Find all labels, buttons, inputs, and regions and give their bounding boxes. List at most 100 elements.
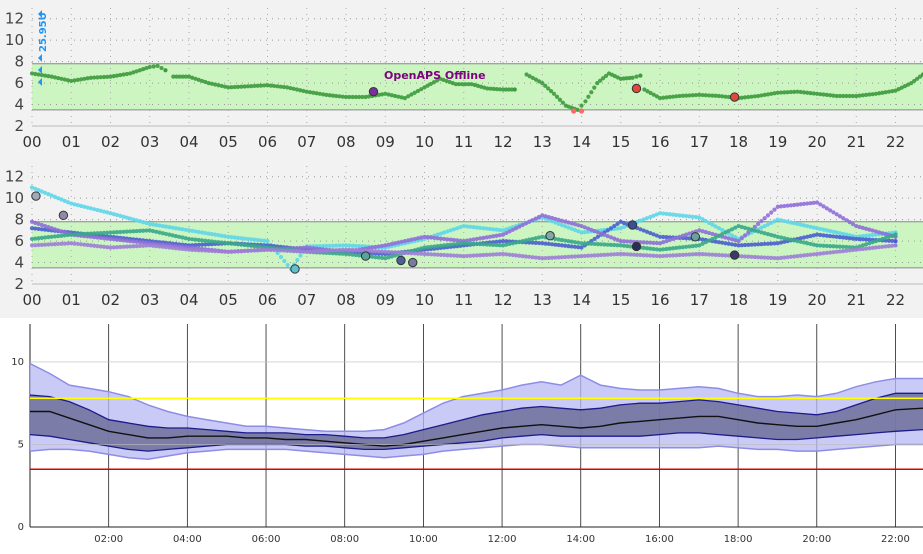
glucose-point xyxy=(733,242,738,247)
x-tick-label: 06 xyxy=(258,291,277,309)
glucose-point xyxy=(268,247,273,252)
glucose-point xyxy=(752,224,757,229)
glucose-point xyxy=(785,90,790,95)
treatment-marker[interactable] xyxy=(368,86,379,97)
glucose-point xyxy=(409,237,414,242)
x-tick-label: 01 xyxy=(62,291,81,309)
glucose-point xyxy=(736,238,741,244)
glucose-point xyxy=(788,237,793,242)
glucose-point xyxy=(92,243,97,248)
glucose-point xyxy=(808,91,813,96)
glucose-point xyxy=(572,227,578,233)
glucose-point xyxy=(105,236,110,241)
overlay-glucose-chart[interactable]: 2 4 6 8 10 12 00 01 02 03 04 05 06 07 08 09 10 11 12 13 14 15… xyxy=(0,158,923,318)
treatment-marker[interactable] xyxy=(31,191,41,201)
glucose-point xyxy=(548,89,554,94)
glucose-point xyxy=(164,224,169,229)
glucose-point xyxy=(785,219,790,224)
glucose-point xyxy=(687,236,692,241)
glucose-point xyxy=(154,229,159,234)
glucose-point xyxy=(442,230,447,235)
treatment-marker[interactable] xyxy=(729,92,740,102)
treatment-marker[interactable] xyxy=(58,210,69,221)
glucose-point xyxy=(150,243,156,248)
glucose-point xyxy=(42,227,48,232)
glucose-point xyxy=(406,238,411,243)
glucose-point xyxy=(674,245,679,250)
glucose-point xyxy=(36,72,41,77)
p75-line xyxy=(29,392,923,439)
daily-glucose-panel: 2 4 6 8 10 12 00 01 02 03 04 05 06 07 08 09 10 11 12 13 14 15… xyxy=(0,0,923,158)
glucose-point xyxy=(245,236,250,242)
glucose-point xyxy=(759,218,764,224)
glucose-point xyxy=(101,244,107,249)
glucose-point xyxy=(644,229,650,234)
glucose-point xyxy=(321,243,326,249)
glucose-point xyxy=(880,244,885,249)
glucose-point xyxy=(769,255,774,260)
glucose-point xyxy=(226,234,231,239)
glucose-point xyxy=(824,92,829,97)
daily-glucose-chart[interactable]: 2 4 6 8 10 12 00 01 02 03 04 05 06 07 08 09 10 11 12 13 14 15… xyxy=(0,0,923,158)
glucose-point xyxy=(657,211,663,216)
glucose-point xyxy=(343,251,349,257)
glucose-point xyxy=(517,253,522,258)
treatment-marker[interactable] xyxy=(631,241,642,252)
glucose-point xyxy=(370,249,375,254)
percentile-panel: 0 5 10 02:00 04:00 06:00 08:00 10:00 12:00 14:00 1… xyxy=(0,318,923,554)
glucose-point xyxy=(448,228,453,233)
glucose-point xyxy=(324,92,329,97)
glucose-point xyxy=(563,243,568,248)
glucose-point xyxy=(464,224,470,229)
glucose-point xyxy=(674,212,679,218)
glucose-point xyxy=(42,235,48,240)
x-tick-label: 04 xyxy=(179,133,198,151)
glucose-point xyxy=(111,211,116,217)
glucose-point xyxy=(422,85,427,90)
glucose-point xyxy=(376,92,381,97)
glucose-point xyxy=(406,250,411,256)
treatment-marker[interactable] xyxy=(729,250,740,260)
glucose-point xyxy=(857,224,862,230)
glucose-point xyxy=(497,243,502,248)
glucose-point xyxy=(481,252,486,258)
glucose-point xyxy=(412,248,417,253)
glucose-point xyxy=(340,247,345,252)
x-tick-label: 08:00 xyxy=(330,534,359,545)
glucose-point xyxy=(648,240,653,245)
glucose-point xyxy=(340,94,345,99)
glucose-point xyxy=(844,248,849,253)
glucose-point xyxy=(255,237,260,243)
glucose-point xyxy=(275,248,280,253)
glucose-point xyxy=(353,94,358,100)
glucose-point xyxy=(782,218,787,224)
glucose-point xyxy=(749,254,754,259)
glucose-point xyxy=(533,255,538,260)
treatment-marker[interactable] xyxy=(360,251,371,261)
treatment-marker[interactable] xyxy=(396,255,406,266)
treatment-marker[interactable] xyxy=(690,232,701,242)
glucose-point xyxy=(785,255,790,260)
glucose-point xyxy=(69,78,74,84)
treatment-marker[interactable] xyxy=(290,264,300,274)
glucose-point xyxy=(657,254,663,259)
glucose-point xyxy=(841,93,846,99)
treatment-marker[interactable] xyxy=(631,83,642,94)
glucose-point xyxy=(167,225,172,230)
glucose-point xyxy=(105,74,110,79)
treatment-marker[interactable] xyxy=(408,257,418,268)
glucose-point xyxy=(392,250,398,255)
glucose-point xyxy=(890,243,895,248)
glucose-point xyxy=(828,93,833,98)
treatment-marker[interactable] xyxy=(545,231,555,241)
glucose-point xyxy=(801,90,807,95)
glucose-point xyxy=(778,90,784,95)
glucose-point xyxy=(657,234,663,239)
glucose-point xyxy=(631,252,636,257)
percentile-chart[interactable]: 0 5 10 02:00 04:00 06:00 08:00 10:00 12:00 14:00 1… xyxy=(0,318,923,554)
p10-line xyxy=(29,443,923,461)
glucose-point xyxy=(710,231,715,237)
glucose-point xyxy=(837,231,843,236)
treatment-marker[interactable] xyxy=(627,220,638,230)
glucose-point xyxy=(111,237,116,242)
